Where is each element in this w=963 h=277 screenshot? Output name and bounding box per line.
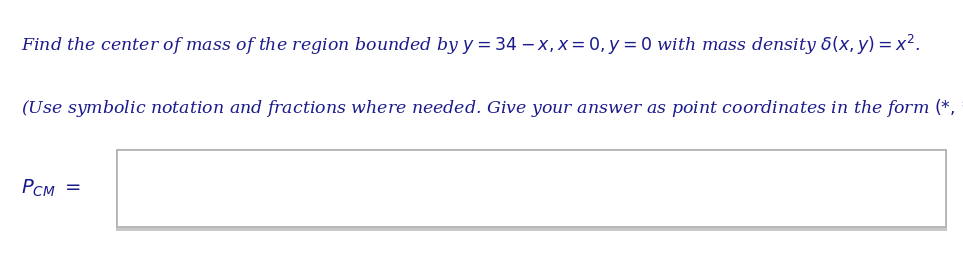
FancyBboxPatch shape (117, 150, 946, 227)
Text: Find the center of mass of the region bounded by $y = 34 - x, x = 0, y = 0$ with: Find the center of mass of the region bo… (21, 33, 921, 57)
Text: $\mathit{P}_{\mathit{CM}}$ $=$: $\mathit{P}_{\mathit{CM}}$ $=$ (21, 178, 81, 199)
FancyBboxPatch shape (116, 149, 947, 231)
Text: (Use symbolic notation and fractions where needed. Give your answer as point coo: (Use symbolic notation and fractions whe… (21, 97, 963, 119)
